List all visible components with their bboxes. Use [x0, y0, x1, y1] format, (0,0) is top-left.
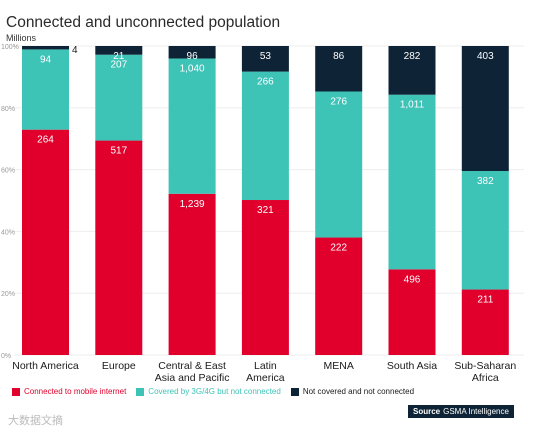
x-category-label: America: [246, 372, 285, 384]
bar-segment: [95, 54, 143, 141]
bar-segment: [241, 46, 289, 72]
data-label: 382: [477, 176, 494, 187]
x-category-label: South Asia: [387, 360, 437, 372]
source-badge: Source GSMA Intelligence: [408, 405, 514, 418]
y-tick-label: 40%: [1, 229, 15, 236]
x-category-label: MENA: [324, 360, 354, 372]
y-tick-label: 60%: [1, 168, 15, 175]
data-label: 1,011: [400, 100, 425, 111]
unit-label: Millions: [6, 33, 37, 43]
legend-swatch-not-covered: [290, 387, 299, 396]
bar-segment: [168, 46, 216, 59]
data-label: 403: [477, 51, 494, 62]
data-label: 4: [72, 45, 78, 56]
data-label: 517: [110, 146, 127, 157]
x-category-label: North America: [12, 360, 79, 372]
legend-label-connected: Connected to mobile internet: [24, 387, 127, 396]
y-tick-label: 0%: [1, 353, 11, 360]
legend-swatch-connected: [12, 387, 20, 396]
legend-swatch-covered: [136, 387, 145, 396]
data-label: 264: [37, 135, 54, 146]
legend-item-connected: Connected to mobile internet: [12, 387, 126, 396]
bar-segment: [388, 94, 436, 270]
bar-segment: [22, 129, 69, 355]
data-label: 222: [330, 243, 347, 254]
data-label: 496: [404, 274, 421, 285]
x-category-label: Latin: [254, 360, 277, 372]
data-label: 276: [330, 97, 347, 108]
chart-title: Connected and unconnected population: [6, 14, 281, 31]
bar-segment: [95, 140, 143, 355]
x-category-label: Asia and Pacific: [155, 372, 230, 384]
bar-segment: [315, 91, 363, 238]
x-category-label: Sub-Saharan: [454, 360, 516, 372]
watermark: 大数据文摘: [8, 415, 63, 427]
bar-segment: [461, 46, 509, 172]
data-label: 207: [110, 60, 127, 71]
data-label: 53: [260, 51, 272, 62]
data-label: 21: [113, 51, 125, 62]
data-label: 1,040: [180, 63, 205, 74]
y-tick-label: 80%: [1, 106, 15, 113]
x-category-label: Africa: [472, 372, 499, 384]
legend: Connected to mobile internet Covered by …: [12, 387, 424, 396]
bar-segment: [315, 46, 363, 92]
bar-segment: [168, 193, 216, 355]
y-tick-label: 20%: [1, 291, 15, 298]
data-label: 94: [40, 54, 52, 65]
bar-segment: [241, 71, 289, 201]
bar-segment: [461, 289, 509, 355]
bar-segment: [168, 58, 216, 194]
data-label: 86: [333, 51, 345, 62]
bar-segment: [22, 46, 69, 50]
y-tick-label: 100%: [1, 44, 19, 51]
x-category-label: Central & East: [158, 360, 226, 372]
bar-segment: [315, 237, 363, 355]
data-label: 211: [477, 295, 493, 306]
legend-label-not-covered: Not covered and not connected: [302, 387, 415, 396]
data-label: 96: [187, 51, 199, 62]
source-text: GSMA Intelligence: [443, 407, 509, 416]
x-category-label: Europe: [102, 360, 136, 372]
data-label: 321: [257, 205, 274, 216]
bar-segment: [388, 46, 436, 95]
bar-segment: [388, 269, 436, 355]
legend-item-not-covered: Not covered and not connected: [290, 387, 415, 396]
data-label: 282: [404, 51, 421, 62]
bar-segment: [241, 200, 289, 355]
bar-segment: [22, 49, 69, 130]
legend-item-covered: Covered by 3G/4G but not connected: [136, 387, 281, 396]
bar-segment: [461, 171, 509, 290]
source-label: Source: [413, 407, 441, 416]
bar-segment: [95, 46, 143, 55]
legend-label-covered: Covered by 3G/4G but not connected: [148, 387, 281, 396]
data-label: 1,239: [180, 199, 205, 210]
data-label: 266: [257, 77, 274, 88]
